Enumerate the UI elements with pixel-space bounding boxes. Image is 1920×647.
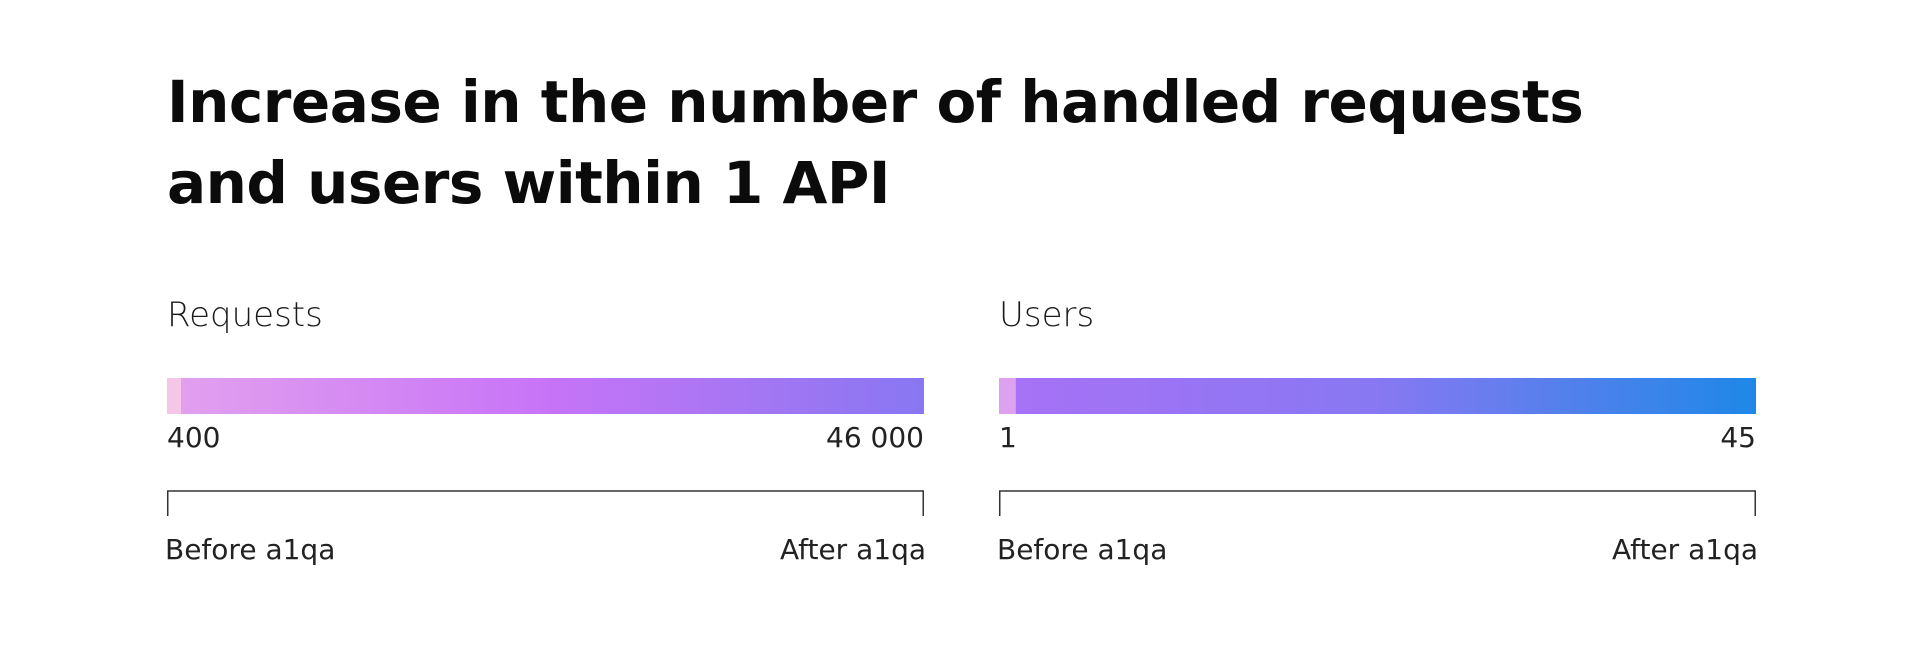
page-title: Increase in the number of handled reques… [167,68,1584,217]
users-bar [999,378,1756,414]
requests-after-bar [167,378,924,414]
users-chart: Users 1 45 Before a1qa After a1qa [997,292,1758,592]
users-before-label: Before a1qa [997,533,1168,566]
users-after-value: 45 [1720,421,1756,454]
requests-before-value: 400 [167,421,221,454]
users-before-value: 1 [999,421,1017,454]
users-before-bar [999,378,1016,414]
chart-title-users: Users [999,295,1095,335]
requests-chart: Requests 400 46 000 Before a1qa After a1… [165,292,926,592]
users-after-bar [999,378,1756,414]
users-axis-bracket [999,490,1756,516]
users-after-label: After a1qa [1611,533,1758,566]
requests-before-label: Before a1qa [165,533,336,566]
requests-axis-bracket [167,490,924,516]
chart-title-requests: Requests [167,295,323,335]
requests-before-bar [167,378,181,414]
requests-bar [167,378,924,414]
requests-after-label: After a1qa [779,533,926,566]
requests-after-value: 46 000 [826,421,924,454]
